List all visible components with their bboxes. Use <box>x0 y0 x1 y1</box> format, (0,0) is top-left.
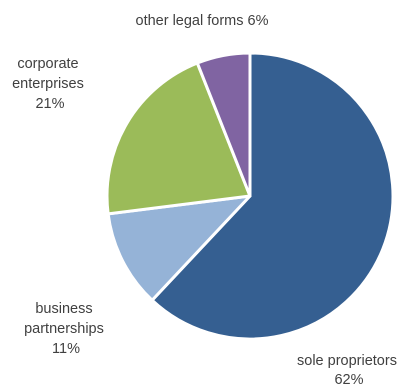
label-corporate-enterprises-line2: enterprises <box>12 76 84 92</box>
label-corporate-enterprises-line3: 21% <box>35 96 64 112</box>
label-business-partnerships-line2: partnerships <box>24 321 104 337</box>
label-sole-proprietors-line2: 62% <box>334 372 363 385</box>
label-business-partnerships: business partnerships 11% <box>24 301 108 357</box>
label-business-partnerships-line1: business <box>35 301 92 317</box>
label-business-partnerships-line3: 11% <box>52 341 80 357</box>
label-other-legal-forms: other legal forms 6% <box>136 13 269 29</box>
label-corporate-enterprises-line1: corporate <box>17 56 78 72</box>
label-other-legal-forms-line1: other legal forms 6% <box>136 13 269 29</box>
label-sole-proprietors-line1: sole proprietors <box>297 353 397 369</box>
label-sole-proprietors: sole proprietors 62% <box>297 353 401 385</box>
pie-slice-other-legal-forms <box>195 51 252 198</box>
pie-slice-business-partnerships <box>106 194 252 302</box>
label-corporate-enterprises: corporate enterprises 21% <box>12 56 88 112</box>
pie-slices <box>105 51 395 341</box>
pie-slice-sole-proprietors <box>150 51 395 341</box>
pie-slice-corporate-enterprises <box>105 61 252 216</box>
